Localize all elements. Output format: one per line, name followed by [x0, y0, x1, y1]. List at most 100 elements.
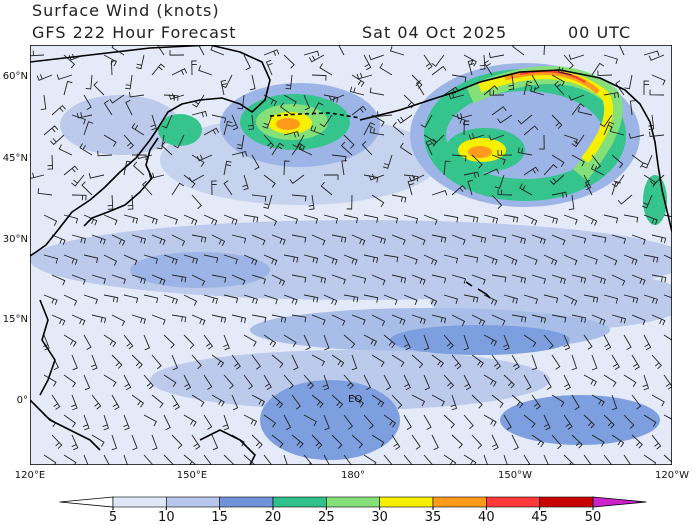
lat-label: 15°N — [3, 314, 28, 325]
wind-barb — [503, 294, 519, 304]
wind-barb — [463, 294, 479, 303]
colorbar-segment — [272, 496, 327, 508]
wind-barb — [283, 131, 300, 138]
wind-barb — [323, 214, 339, 224]
wind-barb — [331, 274, 346, 285]
wind-barb — [623, 374, 637, 387]
wind-barb — [391, 394, 403, 409]
wind-barb — [603, 414, 615, 429]
wind-barb — [79, 143, 93, 156]
wind-barb — [156, 45, 165, 56]
wind-barb — [563, 294, 578, 306]
wind-barb — [183, 374, 192, 391]
wind-barb — [322, 374, 330, 391]
wind-barb — [346, 194, 353, 210]
wind-barb — [649, 89, 665, 96]
wind-barb — [323, 454, 330, 465]
wind-barbs — [30, 45, 672, 465]
wind-barb — [91, 274, 106, 285]
wind-barb — [131, 274, 146, 285]
wind-barb — [111, 354, 123, 369]
wind-barb — [103, 454, 110, 465]
wind-barb — [471, 354, 484, 368]
wind-barb — [651, 394, 665, 407]
wind-barb — [132, 161, 145, 176]
wind-barb — [251, 314, 267, 323]
wind-barb — [303, 94, 311, 111]
wind-barb — [71, 314, 86, 326]
wind-barb — [503, 214, 519, 223]
wind-barb — [263, 49, 280, 56]
wind-barb — [291, 354, 299, 371]
wind-barb — [651, 74, 666, 86]
wind-barb — [161, 141, 173, 156]
wind-barb — [430, 134, 445, 146]
wind-barb — [488, 52, 505, 59]
wind-barb — [231, 314, 247, 324]
wind-barb — [471, 234, 487, 244]
wind-barb — [451, 184, 467, 196]
wind-barb — [83, 294, 98, 305]
wind-barb — [111, 45, 125, 56]
wind-barb — [383, 454, 393, 465]
wind-barb — [83, 94, 92, 110]
wind-barb — [151, 274, 166, 286]
wind-barb — [420, 114, 433, 128]
wind-barb — [243, 254, 258, 266]
wind-barb — [549, 174, 565, 185]
wind-barb — [63, 294, 78, 306]
colorbar-low-triangle — [59, 496, 114, 508]
wind-barb — [463, 334, 470, 351]
wind-barb — [423, 54, 433, 70]
wind-barb — [131, 154, 147, 161]
colorbar-tick-label: 50 — [585, 510, 602, 525]
wind-barb — [283, 214, 298, 225]
wind-barb — [623, 214, 639, 223]
wind-barb — [443, 334, 454, 350]
wind-barb — [196, 154, 213, 162]
wind-barb — [191, 314, 206, 326]
wind-barb — [151, 354, 162, 370]
wind-barb — [643, 334, 652, 351]
wind-barb — [451, 234, 466, 245]
wind-barb — [56, 74, 73, 80]
wind-barb — [188, 174, 205, 183]
wind-barb — [331, 154, 347, 162]
wind-barb — [551, 274, 566, 285]
colorbar-tick-label: 20 — [265, 510, 282, 525]
wind-barb — [471, 154, 483, 169]
wind-barb — [251, 274, 266, 285]
wind-barb — [483, 454, 489, 465]
wind-barb — [363, 254, 379, 263]
wind-barb — [283, 294, 298, 305]
wind-barb — [82, 414, 90, 431]
wind-barb — [237, 94, 245, 110]
colorbar-segment — [326, 496, 380, 508]
wind-barb — [517, 114, 533, 125]
wind-barb — [571, 274, 587, 284]
wind-barb — [497, 189, 513, 196]
wind-barb — [36, 74, 53, 81]
wind-barb — [423, 374, 431, 391]
colorbar-segment — [432, 496, 487, 508]
wind-barb — [343, 334, 356, 349]
wind-barb — [351, 354, 358, 371]
wind-barb — [243, 374, 254, 390]
wind-barb — [641, 154, 653, 169]
wind-barb — [91, 394, 102, 410]
wind-barb — [311, 234, 326, 246]
wind-barb — [583, 414, 595, 429]
wind-barb — [198, 45, 205, 56]
wind-barb — [611, 234, 627, 244]
colorbar-tick-label: 30 — [371, 510, 388, 525]
wind-barb — [443, 254, 459, 264]
wind-barb — [156, 134, 165, 150]
wind-barb — [611, 154, 624, 169]
wind-barb — [583, 214, 598, 226]
wind-barb — [539, 134, 545, 150]
wind-barb — [494, 174, 505, 189]
wind-barb — [351, 105, 367, 116]
wind-barb — [71, 114, 86, 125]
wind-barb — [171, 274, 187, 283]
wind-barb — [443, 294, 458, 304]
